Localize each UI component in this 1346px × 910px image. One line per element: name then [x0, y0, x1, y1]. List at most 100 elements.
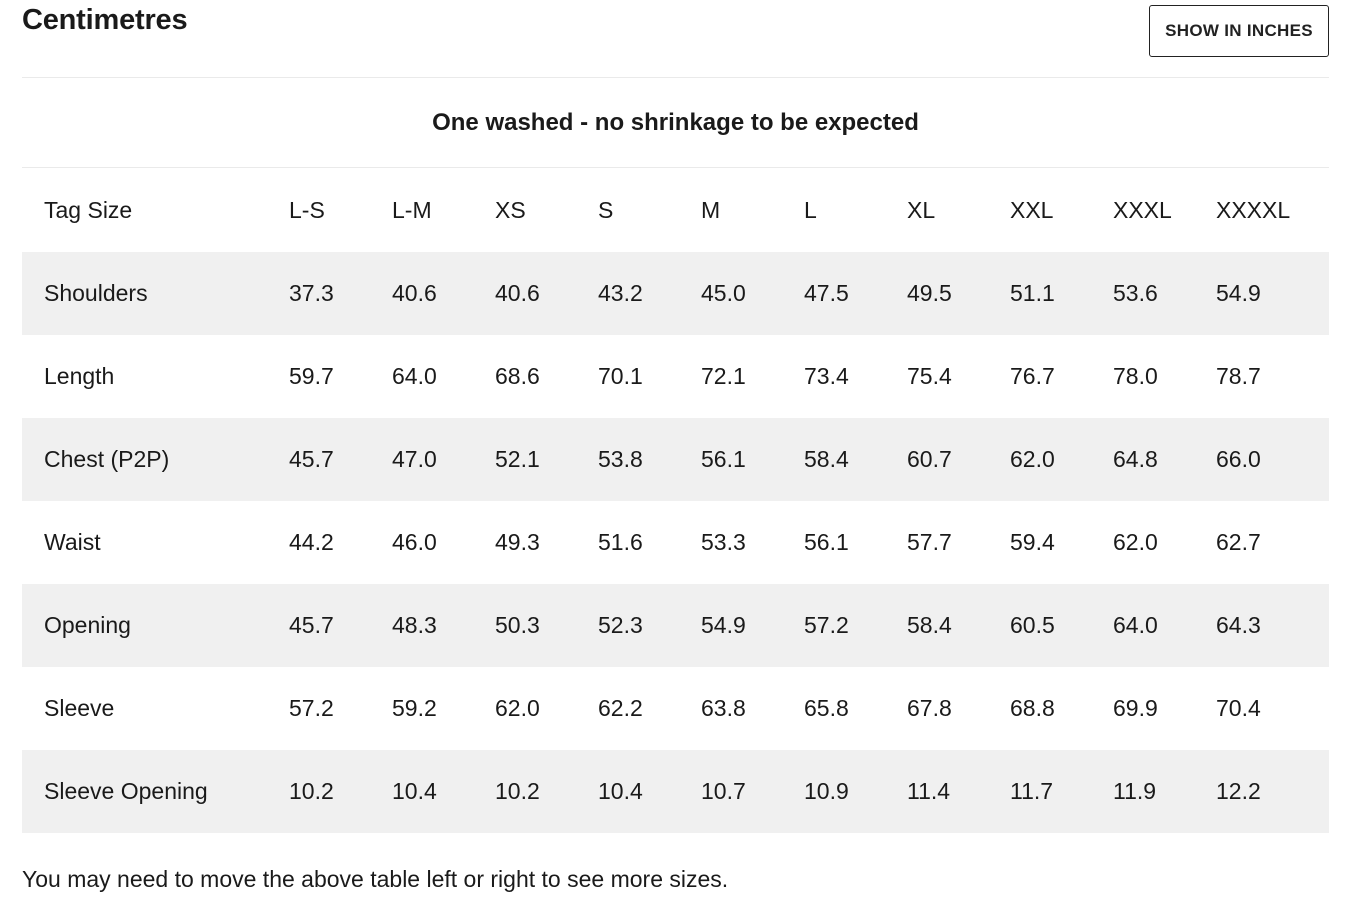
table-row: Chest (P2P) 45.7 47.0 52.1 53.8 56.1 58.4 60.7 6… [22, 418, 1329, 501]
table-row: Waist 44.2 46.0 49.3 51.6 53.3 56.1 57.7 59.4 62.… [22, 501, 1329, 584]
size-header: XXXL [1113, 196, 1172, 223]
measurement-cell: 64.0 [392, 363, 437, 389]
size-header: M [701, 196, 721, 223]
table-header-row: Tag Size L-S L-M XS S M L XL XXL XXXL XX… [22, 168, 1329, 252]
measurement-cell: 40.6 [392, 280, 437, 306]
measurement-cell: 51.1 [1010, 280, 1055, 306]
row-label: Length [44, 363, 115, 389]
measurement-cell: 62.0 [495, 695, 540, 721]
size-header: L [804, 196, 817, 223]
table-row: Sleeve 57.2 59.2 62.0 62.2 63.8 65.8 67.8 68.8 69… [22, 667, 1329, 750]
scroll-hint: You may need to move the above table lef… [22, 866, 729, 892]
measurement-cell: 53.6 [1113, 280, 1158, 306]
measurement-cell: 51.6 [598, 529, 643, 555]
table-row: Shoulders 37.3 40.6 40.6 43.2 45.0 47.5 49.5 51.… [22, 252, 1329, 335]
measurement-cell: 10.9 [804, 778, 849, 804]
measurement-cell: 37.3 [289, 280, 334, 306]
shrinkage-note: One washed - no shrinkage to be expected [22, 78, 1329, 168]
measurement-cell: 49.5 [907, 280, 952, 306]
measurement-cell: 64.8 [1113, 446, 1158, 472]
measurement-cell: 52.3 [598, 612, 643, 638]
measurement-cell: 65.8 [804, 695, 849, 721]
size-header: XS [495, 196, 526, 223]
table-corner-label: Tag Size [44, 196, 133, 223]
measurement-cell: 62.7 [1216, 529, 1261, 555]
measurement-cell: 60.5 [1010, 612, 1055, 638]
measurement-cell: 64.3 [1216, 612, 1261, 638]
measurement-cell: 75.4 [907, 363, 952, 389]
table-row: Opening 45.7 48.3 50.3 52.3 54.9 57.2 58.4 60.5 6… [22, 584, 1329, 667]
measurement-cell: 44.2 [289, 529, 334, 555]
measurement-cell: 62.0 [1010, 446, 1055, 472]
measurement-cell: 12.2 [1216, 778, 1261, 804]
measurement-cell: 72.1 [701, 363, 746, 389]
measurement-cell: 50.3 [495, 612, 540, 638]
measurement-cell: 56.1 [804, 529, 849, 555]
row-label: Waist [44, 529, 101, 555]
row-label: Sleeve Opening [44, 778, 208, 804]
measurement-cell: 47.5 [804, 280, 849, 306]
row-label: Sleeve [44, 695, 115, 721]
measurement-cell: 78.0 [1113, 363, 1158, 389]
size-header: XL [907, 196, 936, 223]
row-label: Chest (P2P) [44, 446, 170, 472]
measurement-cell: 70.1 [598, 363, 643, 389]
measurement-cell: 59.2 [392, 695, 437, 721]
measurement-cell: 69.9 [1113, 695, 1158, 721]
measurement-cell: 40.6 [495, 280, 540, 306]
measurement-cell: 78.7 [1216, 363, 1261, 389]
show-in-inches-button[interactable]: SHOW IN INCHES [1149, 5, 1329, 57]
measurement-cell: 53.8 [598, 446, 643, 472]
measurement-cell: 67.8 [907, 695, 952, 721]
measurement-cell: 52.1 [495, 446, 540, 472]
size-chart: Centimetres SHOW IN INCHES One washed - … [22, 0, 1329, 892]
size-table-body: Shoulders 37.3 40.6 40.6 43.2 45.0 47.5 49.5 51.… [22, 252, 1329, 833]
size-header: XXL [1010, 196, 1054, 223]
row-label: Shoulders [44, 280, 148, 306]
measurement-cell: 48.3 [392, 612, 437, 638]
measurement-cell: 58.4 [804, 446, 849, 472]
measurement-cell: 59.7 [289, 363, 334, 389]
table-row: Sleeve Opening 10.2 10.4 10.2 10.4 10.7 10.9 11… [22, 750, 1329, 833]
measurement-cell: 10.2 [289, 778, 334, 804]
measurement-cell: 68.6 [495, 363, 540, 389]
measurement-cell: 62.2 [598, 695, 643, 721]
measurement-cell: 11.7 [1010, 778, 1054, 804]
measurement-cell: 10.4 [598, 778, 643, 804]
table-row: Length 59.7 64.0 68.6 70.1 72.1 73.4 75.4 76.7 78… [22, 335, 1329, 418]
measurement-cell: 45.7 [289, 612, 334, 638]
measurement-cell: 70.4 [1216, 695, 1261, 721]
row-label: Opening [44, 612, 131, 638]
measurement-cell: 54.9 [701, 612, 746, 638]
measurement-cell: 58.4 [907, 612, 952, 638]
measurement-cell: 59.4 [1010, 529, 1055, 555]
measurement-cell: 57.7 [907, 529, 952, 555]
measurement-cell: 63.8 [701, 695, 746, 721]
measurement-cell: 10.7 [701, 778, 746, 804]
measurement-cell: 46.0 [392, 529, 437, 555]
measurement-cell: 56.1 [701, 446, 746, 472]
measurement-cell: 62.0 [1113, 529, 1158, 555]
measurement-cell: 43.2 [598, 280, 643, 306]
measurement-cell: 10.4 [392, 778, 437, 804]
measurement-cell: 45.7 [289, 446, 334, 472]
measurement-cell: 45.0 [701, 280, 746, 306]
size-chart-header: Centimetres SHOW IN INCHES [22, 0, 1329, 78]
measurement-cell: 66.0 [1216, 446, 1261, 472]
measurement-cell: 57.2 [804, 612, 849, 638]
measurement-cell: 49.3 [495, 529, 540, 555]
size-header: L-S [289, 196, 325, 223]
size-header: S [598, 196, 614, 223]
measurement-cell: 53.3 [701, 529, 746, 555]
size-header: XXXXL [1216, 196, 1291, 223]
size-table: Tag Size L-S L-M XS S M L XL XXL XXXL XX… [22, 168, 1329, 833]
measurement-cell: 68.8 [1010, 695, 1055, 721]
measurement-cell: 11.9 [1113, 778, 1157, 804]
measurement-cell: 73.4 [804, 363, 849, 389]
measurement-cell: 76.7 [1010, 363, 1055, 389]
measurement-cell: 47.0 [392, 446, 437, 472]
measurement-cell: 10.2 [495, 778, 540, 804]
measurement-cell: 11.4 [907, 778, 951, 804]
page-title: Centimetres [22, 4, 188, 36]
size-header: L-M [392, 196, 432, 223]
